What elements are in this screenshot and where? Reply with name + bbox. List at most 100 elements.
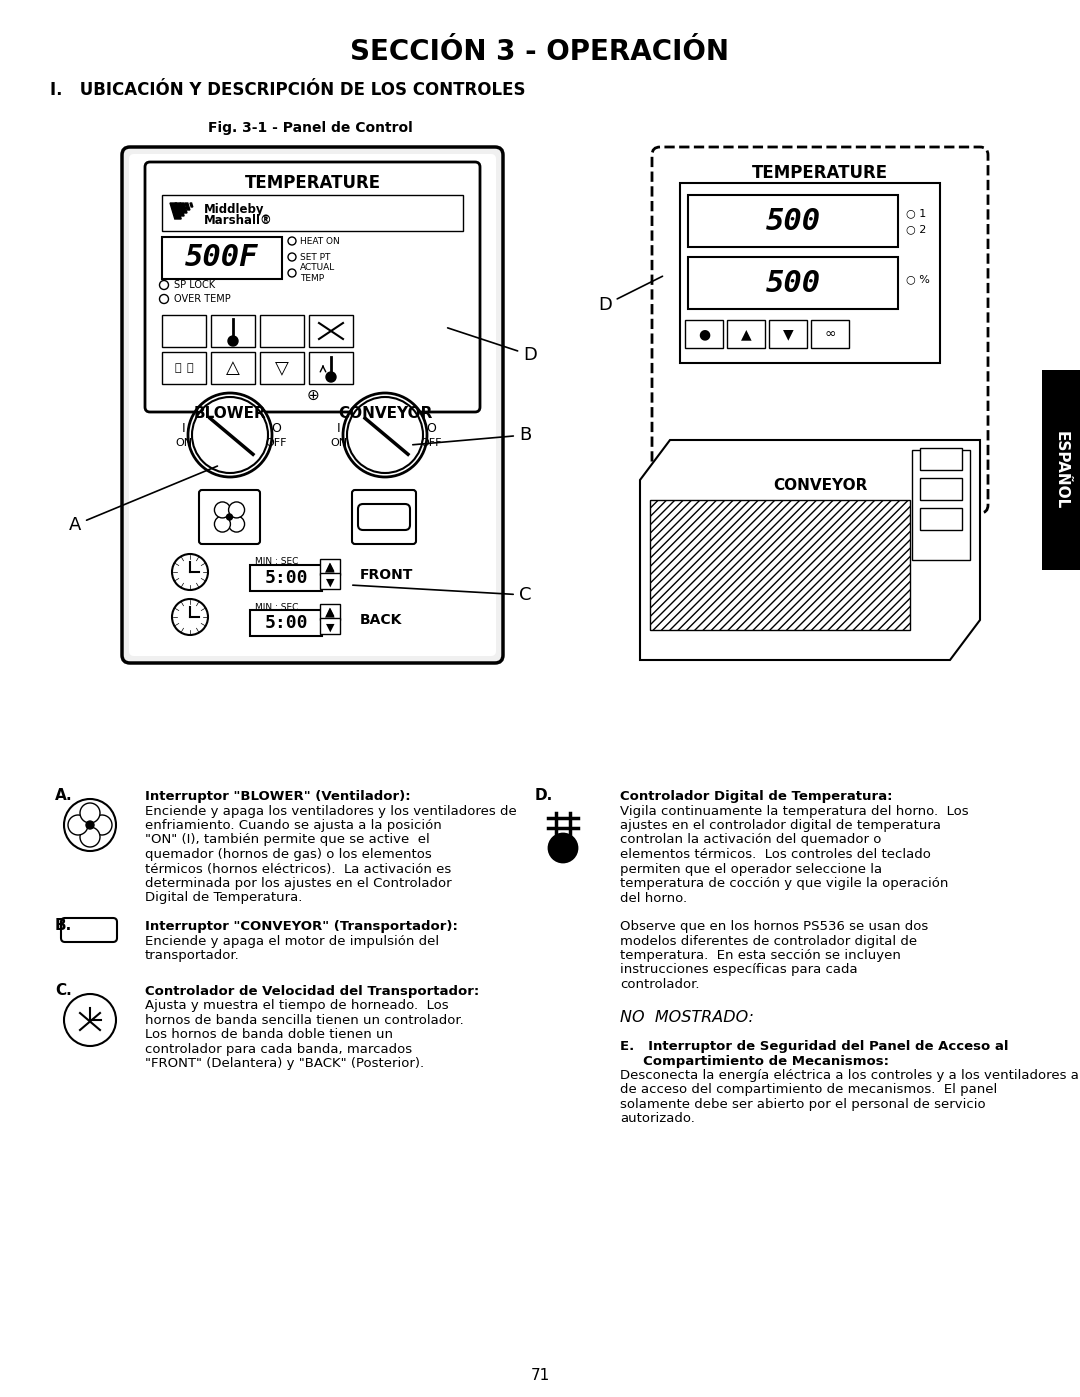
Text: "FRONT" (Delantera) y "BACK" (Posterior).: "FRONT" (Delantera) y "BACK" (Posterior)… bbox=[145, 1058, 424, 1070]
Circle shape bbox=[172, 555, 208, 590]
Text: ○ 2: ○ 2 bbox=[906, 224, 927, 235]
Bar bbox=[260, 314, 303, 346]
Text: D.: D. bbox=[535, 788, 553, 803]
FancyBboxPatch shape bbox=[145, 162, 480, 412]
Text: ▲: ▲ bbox=[326, 608, 334, 617]
Text: instrucciones específicas para cada: instrucciones específicas para cada bbox=[620, 964, 858, 977]
Circle shape bbox=[68, 814, 87, 835]
Text: E.   Interruptor de Seguridad del Panel de Acceso al: E. Interruptor de Seguridad del Panel de… bbox=[620, 1039, 1009, 1053]
Circle shape bbox=[288, 270, 296, 277]
Bar bbox=[685, 320, 723, 348]
Text: I: I bbox=[183, 422, 186, 436]
Text: Interruptor "CONVEYOR" (Transportador):: Interruptor "CONVEYOR" (Transportador): bbox=[145, 921, 458, 933]
FancyBboxPatch shape bbox=[129, 154, 496, 657]
FancyBboxPatch shape bbox=[122, 147, 503, 664]
Bar bbox=[920, 478, 962, 500]
Bar bbox=[309, 352, 353, 384]
Text: Observe que en los hornos PS536 se usan dos: Observe que en los hornos PS536 se usan … bbox=[620, 921, 928, 933]
Text: Middleby: Middleby bbox=[204, 203, 265, 215]
Text: Controlador de Velocidad del Transportador:: Controlador de Velocidad del Transportad… bbox=[145, 985, 480, 997]
Bar bbox=[688, 196, 897, 247]
Text: Los hornos de banda doble tienen un: Los hornos de banda doble tienen un bbox=[145, 1028, 393, 1042]
Text: de acceso del compartimiento de mecanismos.  El panel: de acceso del compartimiento de mecanism… bbox=[620, 1084, 997, 1097]
Text: TEMPERATURE: TEMPERATURE bbox=[244, 175, 380, 191]
Text: B.: B. bbox=[55, 918, 72, 933]
Text: Enciende y apaga los ventiladores y los ventiladores de: Enciende y apaga los ventiladores y los … bbox=[145, 805, 516, 817]
Text: △: △ bbox=[226, 359, 240, 377]
Text: Enciende y apaga el motor de impulsión del: Enciende y apaga el motor de impulsión d… bbox=[145, 935, 440, 947]
Text: 500F: 500F bbox=[186, 243, 259, 272]
Text: CONVEYOR: CONVEYOR bbox=[338, 405, 432, 420]
Text: 5:00: 5:00 bbox=[265, 615, 308, 631]
Text: FRONT: FRONT bbox=[360, 569, 414, 583]
Text: transportador.: transportador. bbox=[145, 949, 240, 963]
FancyBboxPatch shape bbox=[320, 559, 340, 576]
Text: ▼: ▼ bbox=[783, 327, 794, 341]
Circle shape bbox=[326, 372, 336, 381]
Text: A: A bbox=[69, 467, 217, 534]
Text: ▼: ▼ bbox=[326, 578, 334, 588]
Circle shape bbox=[160, 281, 168, 289]
Text: 🔒: 🔒 bbox=[175, 363, 181, 373]
Text: CONVEYOR: CONVEYOR bbox=[773, 478, 867, 493]
Circle shape bbox=[229, 502, 244, 518]
Text: modelos diferentes de controlador digital de: modelos diferentes de controlador digita… bbox=[620, 935, 917, 947]
Text: ∞: ∞ bbox=[824, 327, 836, 341]
Circle shape bbox=[92, 814, 112, 835]
Text: MIN : SEC: MIN : SEC bbox=[255, 557, 298, 567]
Text: BACK: BACK bbox=[360, 613, 403, 627]
Text: D: D bbox=[447, 328, 537, 365]
Text: ▲: ▲ bbox=[325, 560, 335, 574]
Text: MIN : SEC: MIN : SEC bbox=[255, 602, 298, 612]
Text: C.: C. bbox=[55, 983, 71, 997]
Text: autorizado.: autorizado. bbox=[620, 1112, 694, 1126]
Text: D: D bbox=[598, 277, 662, 314]
Text: Fig. 3-1 - Panel de Control: Fig. 3-1 - Panel de Control bbox=[207, 122, 413, 136]
Text: ●: ● bbox=[698, 327, 710, 341]
Circle shape bbox=[64, 995, 116, 1046]
Text: I: I bbox=[337, 422, 341, 436]
Text: temperatura.  En esta sección se incluyen: temperatura. En esta sección se incluyen bbox=[620, 949, 901, 963]
Text: ON: ON bbox=[330, 439, 348, 448]
Bar bbox=[249, 564, 322, 591]
Text: OVER TEMP: OVER TEMP bbox=[174, 293, 231, 305]
Text: I.   UBICACIÓN Y DESCRIPCIÓN DE LOS CONTROLES: I. UBICACIÓN Y DESCRIPCIÓN DE LOS CONTRO… bbox=[50, 81, 526, 99]
Text: "ON" (I), también permite que se active  el: "ON" (I), también permite que se active … bbox=[145, 834, 430, 847]
Text: Controlador Digital de Temperatura:: Controlador Digital de Temperatura: bbox=[620, 789, 902, 803]
Polygon shape bbox=[190, 203, 193, 207]
Polygon shape bbox=[640, 440, 980, 659]
Text: O: O bbox=[271, 422, 281, 436]
Circle shape bbox=[343, 393, 427, 476]
Text: 500: 500 bbox=[766, 207, 821, 236]
Bar bbox=[260, 352, 303, 384]
Circle shape bbox=[80, 803, 100, 823]
Text: 5:00: 5:00 bbox=[265, 569, 308, 587]
Text: ▼: ▼ bbox=[326, 623, 334, 633]
Polygon shape bbox=[185, 203, 190, 210]
Text: ESPAÑOL: ESPAÑOL bbox=[1053, 430, 1068, 509]
FancyBboxPatch shape bbox=[352, 490, 416, 543]
Bar bbox=[688, 257, 897, 309]
Text: enfriamiento. Cuando se ajusta a la posición: enfriamiento. Cuando se ajusta a la posi… bbox=[145, 819, 442, 833]
Text: Compartimiento de Mecanismos:: Compartimiento de Mecanismos: bbox=[620, 1055, 893, 1067]
Bar bbox=[249, 610, 322, 636]
Text: ▽: ▽ bbox=[275, 359, 289, 377]
Text: A.: A. bbox=[55, 788, 72, 803]
Circle shape bbox=[215, 515, 230, 532]
Circle shape bbox=[172, 599, 208, 636]
Text: O: O bbox=[427, 422, 436, 436]
Text: 71: 71 bbox=[530, 1368, 550, 1383]
Circle shape bbox=[160, 295, 168, 303]
Circle shape bbox=[288, 253, 296, 261]
Circle shape bbox=[549, 834, 577, 862]
Text: determinada por los ajustes en el Controlador: determinada por los ajustes en el Contro… bbox=[145, 877, 451, 890]
Text: térmicos (hornos eléctricos).  La activación es: térmicos (hornos eléctricos). La activac… bbox=[145, 862, 451, 876]
Text: ajustes en el controlador digital de temperatura: ajustes en el controlador digital de tem… bbox=[620, 819, 941, 833]
Text: OFF: OFF bbox=[266, 439, 287, 448]
Bar bbox=[162, 352, 206, 384]
Bar bbox=[727, 320, 765, 348]
FancyBboxPatch shape bbox=[320, 573, 340, 590]
Text: SECCIÓN 3 - OPERACIÓN: SECCIÓN 3 - OPERACIÓN bbox=[351, 38, 729, 66]
Bar bbox=[680, 183, 940, 363]
Polygon shape bbox=[170, 203, 181, 219]
